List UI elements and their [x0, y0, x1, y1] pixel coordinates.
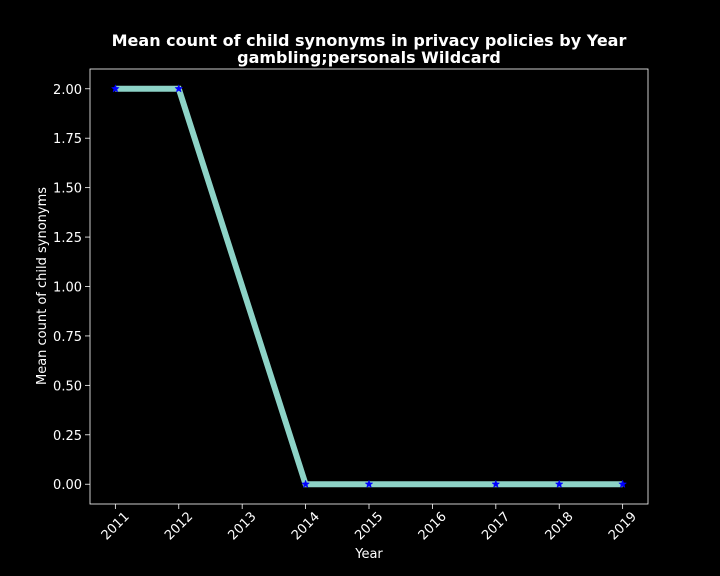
data-point-marker — [554, 479, 564, 489]
y-tick-label: 1.75 — [53, 132, 82, 147]
x-tick-label: 2014 — [289, 509, 323, 543]
x-tick-label: 2011 — [99, 509, 133, 543]
plot-series — [110, 84, 628, 489]
y-tick-label: 2.00 — [53, 83, 82, 98]
x-tick-label: 2017 — [479, 509, 513, 543]
y-axis-ticks: 0.00 0.25 0.50 0.75 1.00 1.25 1.50 1.75 2.00 — [53, 83, 90, 493]
x-tick-label: 2016 — [416, 509, 450, 543]
y-axis-label: Mean count of child synonyms — [35, 187, 50, 385]
data-point-marker — [301, 479, 311, 489]
y-tick-label: 1.00 — [53, 281, 82, 296]
x-tick-label: 2019 — [606, 509, 640, 543]
plot-frame — [89, 68, 649, 505]
series-line — [115, 85, 623, 488]
data-point-marker — [491, 479, 501, 489]
x-tick-label: 2013 — [226, 509, 260, 543]
x-axis-label: Year — [354, 547, 383, 562]
x-tick-label: 2012 — [162, 509, 196, 543]
y-tick-label: 1.25 — [53, 231, 82, 246]
y-tick-label: 0.75 — [53, 330, 82, 345]
y-tick-label: 0.25 — [53, 429, 82, 444]
data-point-marker — [110, 84, 120, 93]
chart-title: Mean count of child synonyms in privacy … — [112, 31, 627, 50]
y-tick-label: 1.50 — [53, 182, 82, 197]
y-tick-label: 0.50 — [53, 379, 82, 394]
data-point-marker — [364, 479, 374, 489]
data-point-marker — [174, 84, 184, 93]
x-tick-label: 2015 — [352, 509, 386, 543]
x-tick-label: 2018 — [543, 509, 577, 543]
chart-subtitle: gambling;personals Wildcard — [237, 48, 501, 67]
x-axis-ticks: 2011 2012 2013 2014 2015 2016 2017 2018 2019 — [99, 504, 640, 543]
data-point-marker — [618, 479, 628, 489]
y-tick-label: 0.00 — [53, 478, 82, 493]
